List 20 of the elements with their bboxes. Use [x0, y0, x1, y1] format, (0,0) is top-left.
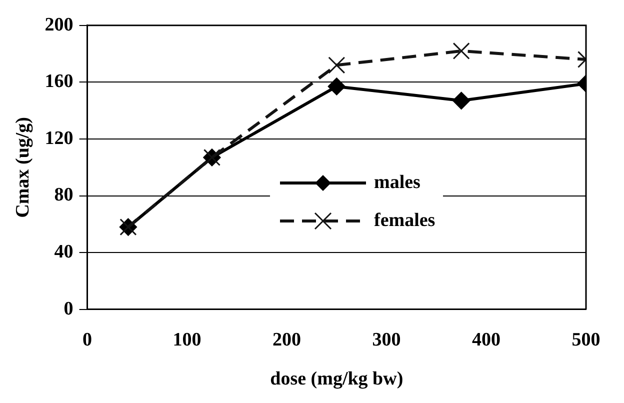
- point: [452, 92, 470, 110]
- y-tick-label: 160: [44, 71, 74, 92]
- y-tick-label: 40: [54, 242, 74, 263]
- legend-label: males: [374, 172, 420, 194]
- x-tick-label: 100: [172, 330, 202, 351]
- point: [328, 56, 346, 74]
- x-tick-label: 0: [82, 330, 92, 351]
- point: [452, 42, 470, 60]
- x-tick-label: 500: [572, 330, 600, 351]
- point: [328, 78, 346, 96]
- x-tick-label: 200: [272, 330, 302, 351]
- y-tick-label: 120: [44, 128, 74, 149]
- x-axis-title: dose (mg/kg bw): [270, 368, 404, 390]
- x-tick-label: 300: [372, 330, 401, 351]
- y-tick-label: 80: [54, 184, 74, 206]
- x-tick-label: 400: [472, 330, 501, 351]
- y-axis-title: Cmax (ug/g): [12, 116, 34, 218]
- y-tick-label: 200: [44, 14, 74, 36]
- legend-label: females: [374, 210, 436, 232]
- y-tick-label: 0: [64, 298, 74, 320]
